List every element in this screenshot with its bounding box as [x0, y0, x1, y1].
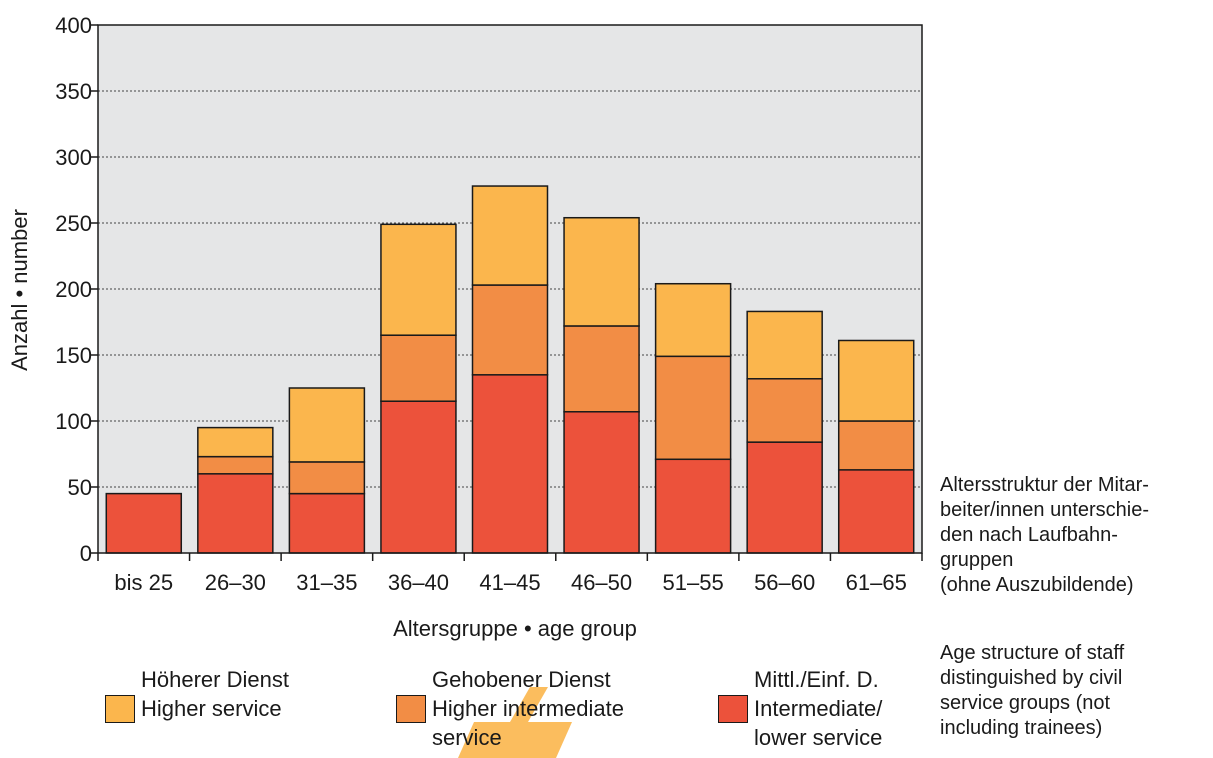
caption-german: Altersstruktur der Mitar- beiter/innen u… [940, 473, 1208, 598]
bar-segment [654, 355, 732, 461]
x-tick-label: 56–60 [754, 570, 815, 595]
watermark-logo [458, 687, 572, 758]
y-axis-label: Anzahl • number [7, 209, 32, 371]
x-tick-label: 41–45 [479, 570, 540, 595]
legend-label: Higher service [141, 696, 282, 721]
bar-segment [746, 378, 823, 443]
caption-line: Altersstruktur der Mitar- [940, 474, 1149, 496]
bar-segment [837, 469, 915, 554]
caption-line: distinguished by civil [940, 667, 1123, 689]
legend-swatch [718, 695, 748, 723]
x-tick-label: bis 25 [114, 570, 173, 595]
legend-item-higher-service: Höherer Dienst Higher service [105, 665, 289, 723]
legend-label: Höherer Dienst [141, 667, 289, 692]
bar-segment [197, 426, 274, 458]
bar-segment [288, 492, 366, 554]
x-tick-label: 51–55 [663, 570, 724, 595]
bar-segment [288, 461, 366, 495]
bar-segment [380, 223, 457, 336]
x-tick-label: 46–50 [571, 570, 632, 595]
bar-segment [288, 387, 366, 463]
y-tick-label: 400 [55, 13, 92, 38]
bar-segment [563, 216, 640, 327]
legend-label: service [432, 725, 502, 750]
bar-segment [380, 334, 457, 402]
legend-swatch [396, 695, 426, 723]
caption-line: Age structure of staff [940, 642, 1125, 664]
y-tick-label: 350 [55, 79, 92, 104]
y-tick-label: 250 [55, 211, 92, 236]
legend-label: Gehobener Dienst [432, 667, 611, 692]
bar-segment [837, 339, 915, 422]
legend-label: Higher intermediate [432, 696, 624, 721]
bar-segment [105, 492, 183, 554]
bar-segment [654, 282, 732, 358]
legend-swatch [105, 695, 135, 723]
legend-label: lower service [754, 725, 883, 750]
bar-segment [471, 284, 549, 376]
y-tick-label: 300 [55, 145, 92, 170]
x-tick-label: 26–30 [205, 570, 266, 595]
bar-segment [197, 455, 274, 475]
y-tick-label: 0 [80, 541, 92, 566]
caption-english: Age structure of staff distinguished by … [940, 641, 1208, 741]
legend-item-intermediate-lower-service: Mittl./Einf. D. Intermediate/ lower serv… [718, 665, 882, 752]
legend-label: Intermediate/ [754, 696, 883, 721]
caption-line: gruppen [940, 549, 1014, 571]
caption-line: (ohne Auszubildende) [940, 574, 1134, 596]
legend-label: Mittl./Einf. D. [754, 667, 879, 692]
y-tick-label: 150 [55, 343, 92, 368]
caption-line: den nach Laufbahn- [940, 524, 1118, 546]
y-tick-label: 50 [68, 475, 92, 500]
x-tick-label: 31–35 [296, 570, 357, 595]
caption-line: beiter/innen unterschie- [940, 499, 1150, 521]
x-tick-label: 36–40 [388, 570, 449, 595]
bar-segment [654, 458, 732, 554]
bar-segment [380, 400, 457, 554]
x-tick-label: 61–65 [846, 570, 907, 595]
bar-segment [563, 411, 640, 554]
legend-item-higher-intermediate-service: Gehobener Dienst Higher intermediate ser… [396, 665, 624, 752]
caption-line: service groups (not [940, 692, 1111, 714]
bar-segment [837, 420, 915, 471]
y-tick-label: 100 [55, 409, 92, 434]
bar-segment [563, 325, 640, 413]
bar-segment [746, 310, 823, 380]
caption-line: including trainees) [940, 717, 1103, 739]
bar-segment [471, 374, 549, 554]
bar-segment [471, 185, 549, 286]
bar-segment [197, 473, 274, 554]
x-axis-label: Altersgruppe • age group [393, 616, 637, 641]
bar-segment [746, 441, 823, 554]
y-tick-label: 200 [55, 277, 92, 302]
